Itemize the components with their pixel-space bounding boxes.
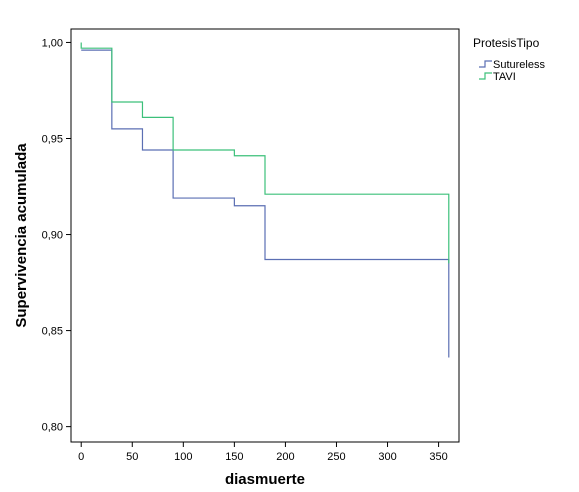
legend-swatch-sutureless — [479, 60, 492, 68]
y-tick-label: 0,85 — [42, 326, 63, 338]
y-tick-label: 0,80 — [42, 422, 63, 434]
series-line-sutureless — [81, 49, 450, 358]
x-tick-label: 250 — [327, 451, 345, 463]
x-tick-label: 350 — [429, 451, 447, 463]
x-tick-label: 100 — [174, 451, 192, 463]
x-axis-title: diasmuerte — [225, 471, 305, 488]
y-tick-label: 0,95 — [42, 133, 63, 145]
x-axis: 0 50 100 150 200 250 300 350 — [78, 442, 448, 463]
x-tick-label: 0 — [78, 451, 84, 463]
x-tick-label: 300 — [378, 451, 396, 463]
legend-label-sutureless: Sutureless — [493, 59, 545, 71]
legend-label-tavi: TAVI — [493, 71, 516, 83]
x-tick-label: 50 — [126, 451, 138, 463]
legend-title: ProtesisTipo — [473, 36, 540, 50]
series-line-tavi — [80, 42, 450, 264]
series-layer — [80, 42, 450, 358]
y-tick-label: 1,00 — [42, 37, 63, 49]
y-axis: 0,80 0,85 0,90 0,95 1,00 — [42, 37, 71, 434]
plot-area — [70, 28, 460, 443]
y-axis-title: Supervivencia acumulada — [13, 143, 30, 328]
x-tick-label: 200 — [276, 451, 294, 463]
y-tick-label: 0,90 — [42, 230, 63, 242]
legend-swatch-tavi — [479, 72, 492, 80]
plot-frame — [70, 28, 460, 443]
x-tick-label: 150 — [225, 451, 243, 463]
